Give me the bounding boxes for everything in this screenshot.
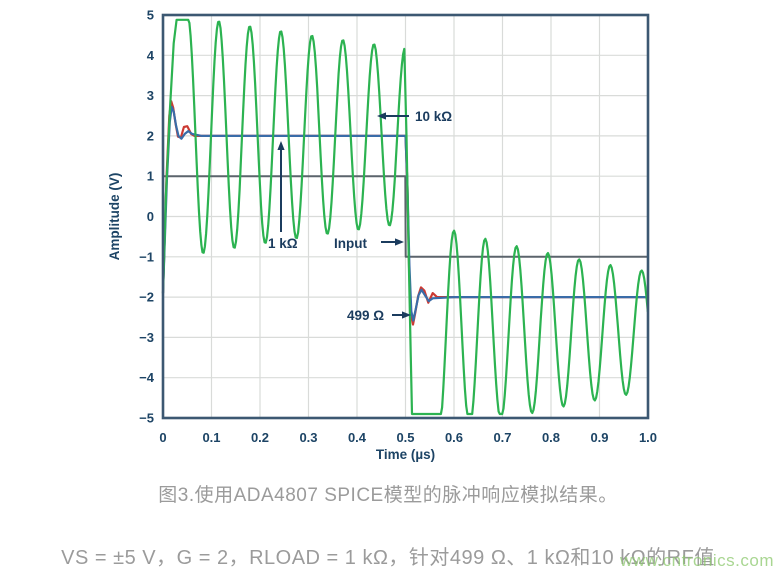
x-tick-label: 0.4 (348, 430, 367, 445)
annotation-arrow-head-input (395, 238, 404, 246)
y-tick-label: −3 (139, 330, 154, 345)
y-tick-label: 5 (147, 8, 154, 23)
x-tick-label: 0.7 (493, 430, 511, 445)
figure-conditions: VS = ±5 V，G = 2，RLOAD = 1 kΩ，针对499 Ω、1 k… (61, 547, 715, 569)
annotation-arrow-head-10k (377, 112, 386, 120)
x-tick-label: 1.0 (639, 430, 657, 445)
y-axis-title: Amplitude (V) (107, 173, 122, 261)
x-tick-label: 0.1 (202, 430, 220, 445)
y-tick-label: 4 (147, 48, 155, 63)
y-tick-label: 2 (147, 128, 154, 143)
x-tick-label: 0 (159, 430, 166, 445)
annotation-label-499: 499 Ω (347, 308, 384, 323)
y-tick-label: −5 (139, 411, 154, 426)
x-tick-label: 0.2 (251, 430, 269, 445)
y-tick-label: 1 (147, 169, 154, 184)
y-tick-label: 0 (147, 209, 154, 224)
figure-caption: 图3.使用ADA4807 SPICE模型的脉冲响应模拟结果。 (158, 485, 618, 506)
annotation-label-input: Input (334, 236, 367, 251)
x-axis-title: Time (µs) (376, 447, 435, 462)
x-tick-label: 0.5 (396, 430, 414, 445)
series-input-line (162, 175, 649, 258)
pulse-response-chart: 5 4 3 2 1 0 −1 −2 −3 −4 −5 0 0.1 0.2 0.3 0.4 0.5 0.6 0.7 0.… (107, 8, 657, 463)
x-tick-label: 0.3 (299, 430, 317, 445)
y-tick-label: −2 (139, 290, 154, 305)
annotation-label-10k: 10 kΩ (415, 109, 452, 124)
x-tick-label: 0.6 (445, 430, 463, 445)
series-r10k-line (161, 18, 649, 416)
y-tick-label: −1 (139, 249, 154, 264)
x-tick-label: 0.8 (542, 430, 560, 445)
annotation-label-1k: 1 kΩ (268, 236, 298, 251)
plot-frame (161, 13, 650, 420)
x-tick-label: 0.9 (590, 430, 608, 445)
annotation-arrow-head-499 (402, 311, 411, 319)
y-tick-label: 3 (147, 88, 154, 103)
y-tick-label: −4 (139, 370, 155, 385)
annotation-arrow-head-1k (277, 141, 285, 150)
watermark-text: www.cntronics.com (620, 551, 774, 570)
